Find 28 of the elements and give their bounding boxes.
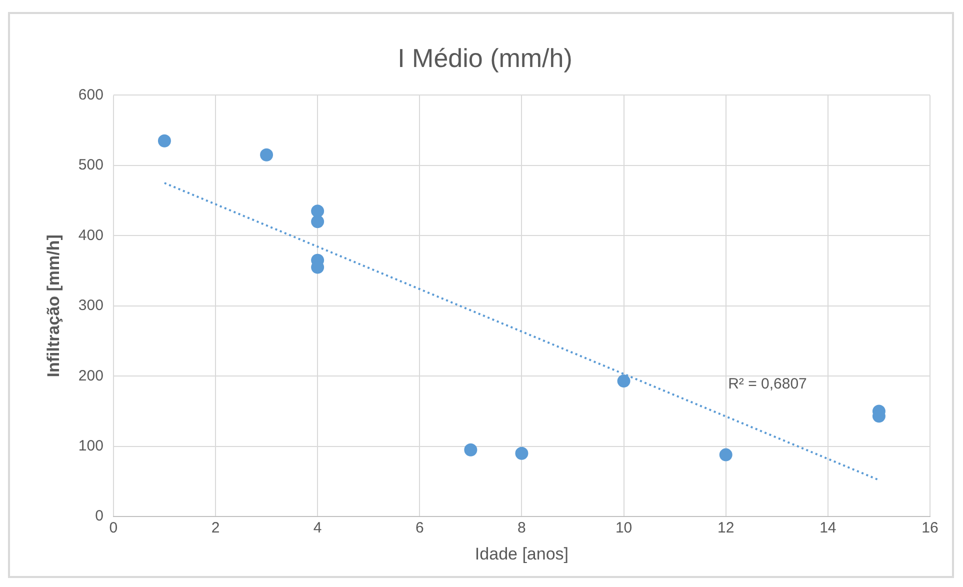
y-axis-title: Infiltração [mm/h] xyxy=(44,234,63,378)
y-tick-label: 0 xyxy=(95,508,104,525)
x-tick-label: 4 xyxy=(313,520,322,537)
y-tick-label: 400 xyxy=(78,226,104,244)
point xyxy=(464,443,478,456)
x-axis-title: Idade [anos] xyxy=(474,544,569,564)
x-tick-label: 14 xyxy=(820,520,836,537)
point xyxy=(158,134,171,148)
y-tick-label: 500 xyxy=(78,156,104,174)
x-tick-label: 8 xyxy=(518,520,526,537)
point xyxy=(260,148,274,162)
point xyxy=(311,215,324,228)
x-tick-label: 16 xyxy=(922,520,938,537)
y-tick-label: 300 xyxy=(78,297,104,314)
x-tick-label: 12 xyxy=(718,520,734,537)
y-tick-label: 100 xyxy=(78,438,104,455)
chart-title: I Médio (mm/h) xyxy=(398,42,572,73)
x-tick-label: 6 xyxy=(415,520,424,537)
point xyxy=(617,374,630,388)
x-tick-label: 2 xyxy=(211,520,220,537)
y-tick-label: 200 xyxy=(78,367,104,384)
point xyxy=(719,448,732,462)
x-tick-label: 0 xyxy=(109,520,118,537)
x-tick-label: 10 xyxy=(615,520,632,537)
point xyxy=(515,446,528,460)
annotation: R² = 0,6807 xyxy=(728,376,807,393)
y-tick-label: 600 xyxy=(78,86,104,104)
point xyxy=(311,204,324,218)
